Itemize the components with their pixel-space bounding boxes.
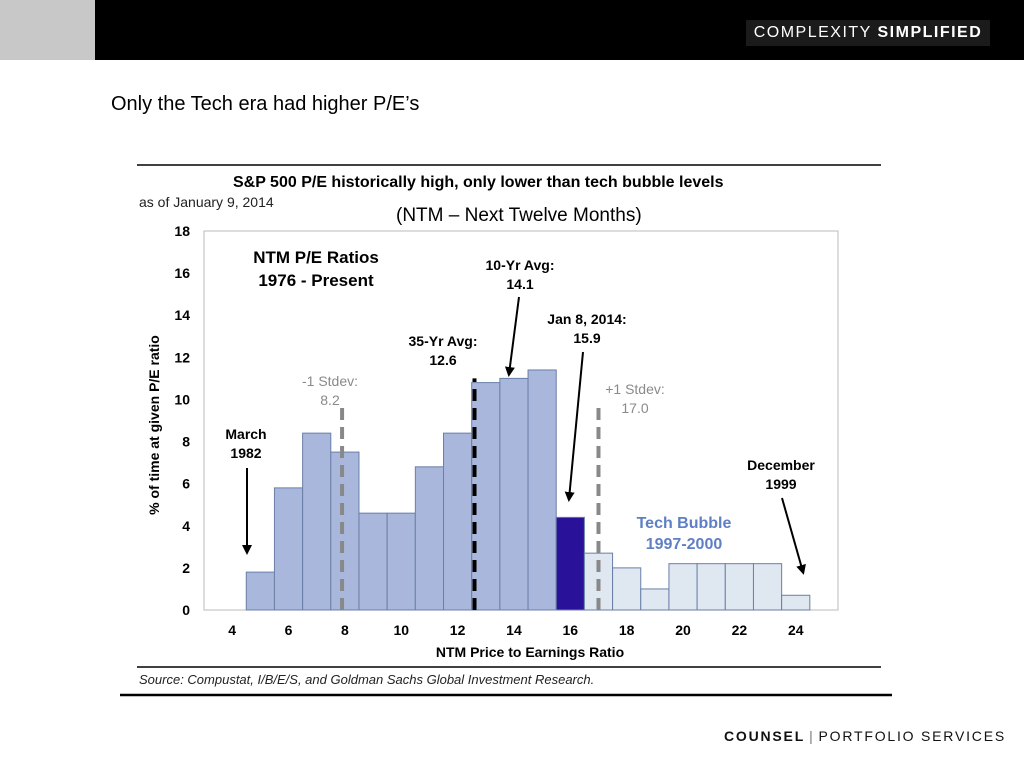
annotation-dec1999-line2: 1999 (765, 476, 796, 492)
y-tick-12: 12 (174, 349, 190, 365)
y-tick-2: 2 (182, 560, 190, 576)
annotation-10yr-avg-line2: 14.1 (506, 276, 533, 292)
annotation-minus-stdev-line2: 8.2 (320, 392, 340, 408)
chart-title: S&P 500 P/E historically high, only lowe… (233, 174, 724, 191)
header-bar: COMPLEXITY SIMPLIFIED (0, 0, 1024, 60)
bar-pe-23 (752, 563, 783, 611)
bar-pe-20 (668, 563, 698, 611)
chart-subtitle: as of January 9, 2014 (139, 194, 274, 210)
footer-logo-regular: PORTFOLIO SERVICES (818, 728, 1006, 744)
brand-logo: COMPLEXITY SIMPLIFIED (746, 20, 990, 46)
header-gray-block (0, 0, 95, 60)
x-axis-label: NTM Price to Earnings Ratio (436, 644, 624, 660)
bar-pe-22 (724, 563, 754, 611)
footer-logo-bold: COUNSEL (724, 728, 806, 744)
x-tick-16: 16 (563, 622, 579, 638)
x-tick-10: 10 (393, 622, 409, 638)
x-tick-22: 22 (732, 622, 748, 638)
footer-logo-separator: | (809, 728, 815, 744)
annotation-plus-stdev-line1: +1 Stdev: (605, 381, 665, 397)
x-tick-20: 20 (675, 622, 691, 638)
brand-bold-text: SIMPLIFIED (877, 24, 983, 41)
annotation-tech-bubble-line2: 1997-2000 (646, 536, 723, 553)
y-tick-14: 14 (174, 307, 190, 323)
arrow-jan2014 (564, 351, 584, 502)
x-tick-14: 14 (506, 622, 522, 638)
x-tick-4: 4 (228, 622, 236, 638)
annotation-plus-stdev-line2: 17.0 (621, 400, 648, 416)
arrow-dec1999 (781, 497, 806, 575)
y-ticks-group: 0 2 4 6 8 10 12 14 16 18 (174, 223, 190, 618)
annotation-tech-bubble-line1: Tech Bubble (637, 515, 732, 532)
annotation-minus-stdev-line1: -1 Stdev: (302, 373, 358, 389)
inner-title-line2: 1976 - Present (258, 271, 374, 290)
y-tick-18: 18 (174, 223, 190, 239)
inner-title-line1: NTM P/E Ratios (253, 248, 379, 267)
y-tick-6: 6 (182, 476, 190, 492)
annotation-march1982-line2: 1982 (230, 445, 261, 461)
x-ticks-group: 4 6 8 10 12 14 16 18 20 22 24 (228, 622, 803, 638)
y-tick-8: 8 (182, 434, 190, 450)
y-tick-4: 4 (182, 518, 190, 534)
annotation-10yr-avg-line1: 10-Yr Avg: (486, 257, 555, 273)
bar-pe-16 (555, 516, 585, 611)
bar-pe-24 (781, 594, 811, 611)
y-tick-10: 10 (174, 391, 190, 407)
bar-pe-12 (443, 432, 473, 611)
annotation-jan2014-line1: Jan 8, 2014: (547, 311, 626, 327)
bar-pe-10 (386, 512, 416, 611)
bar-pe-11 (414, 466, 445, 611)
reference-lines-group (340, 378, 601, 610)
bar-pe-9 (358, 512, 388, 611)
bar-pe-19 (640, 588, 670, 611)
bars-group (245, 369, 811, 611)
bar-pe-6 (273, 487, 304, 611)
annotation-35yr-avg-line1: 35-Yr Avg: (409, 333, 478, 349)
brand-regular-text: COMPLEXITY (753, 24, 872, 41)
x-tick-18: 18 (619, 622, 635, 638)
bar-pe-18 (612, 567, 642, 611)
annotation-march1982-line1: March (225, 426, 266, 442)
chart-note: (NTM – Next Twelve Months) (396, 205, 642, 226)
bar-pe-13 (471, 382, 501, 611)
y-axis-label: % of time at given P/E ratio (146, 335, 162, 515)
bar-pe-5 (245, 571, 275, 611)
bar-pe-14 (499, 377, 529, 611)
footer-logo: COUNSEL | PORTFOLIO SERVICES (724, 728, 1006, 744)
arrow-10yr-avg (504, 296, 520, 377)
chart-source: Source: Compustat, I/B/E/S, and Goldman … (139, 672, 594, 687)
bar-pe-15 (527, 369, 557, 611)
x-tick-6: 6 (285, 622, 293, 638)
y-tick-16: 16 (174, 265, 190, 281)
bar-pe-21 (696, 563, 726, 611)
bar-pe-8 (330, 451, 360, 611)
bar-pe-7 (302, 432, 332, 611)
annotation-35yr-avg-line2: 12.6 (429, 352, 456, 368)
x-tick-8: 8 (341, 622, 349, 638)
annotation-jan2014-line2: 15.9 (573, 330, 600, 346)
x-tick-24: 24 (788, 622, 804, 638)
annotation-dec1999-line1: December (747, 457, 815, 473)
x-tick-12: 12 (450, 622, 466, 638)
slide-title: Only the Tech era had higher P/E’s (111, 93, 420, 115)
y-tick-0: 0 (182, 602, 190, 618)
